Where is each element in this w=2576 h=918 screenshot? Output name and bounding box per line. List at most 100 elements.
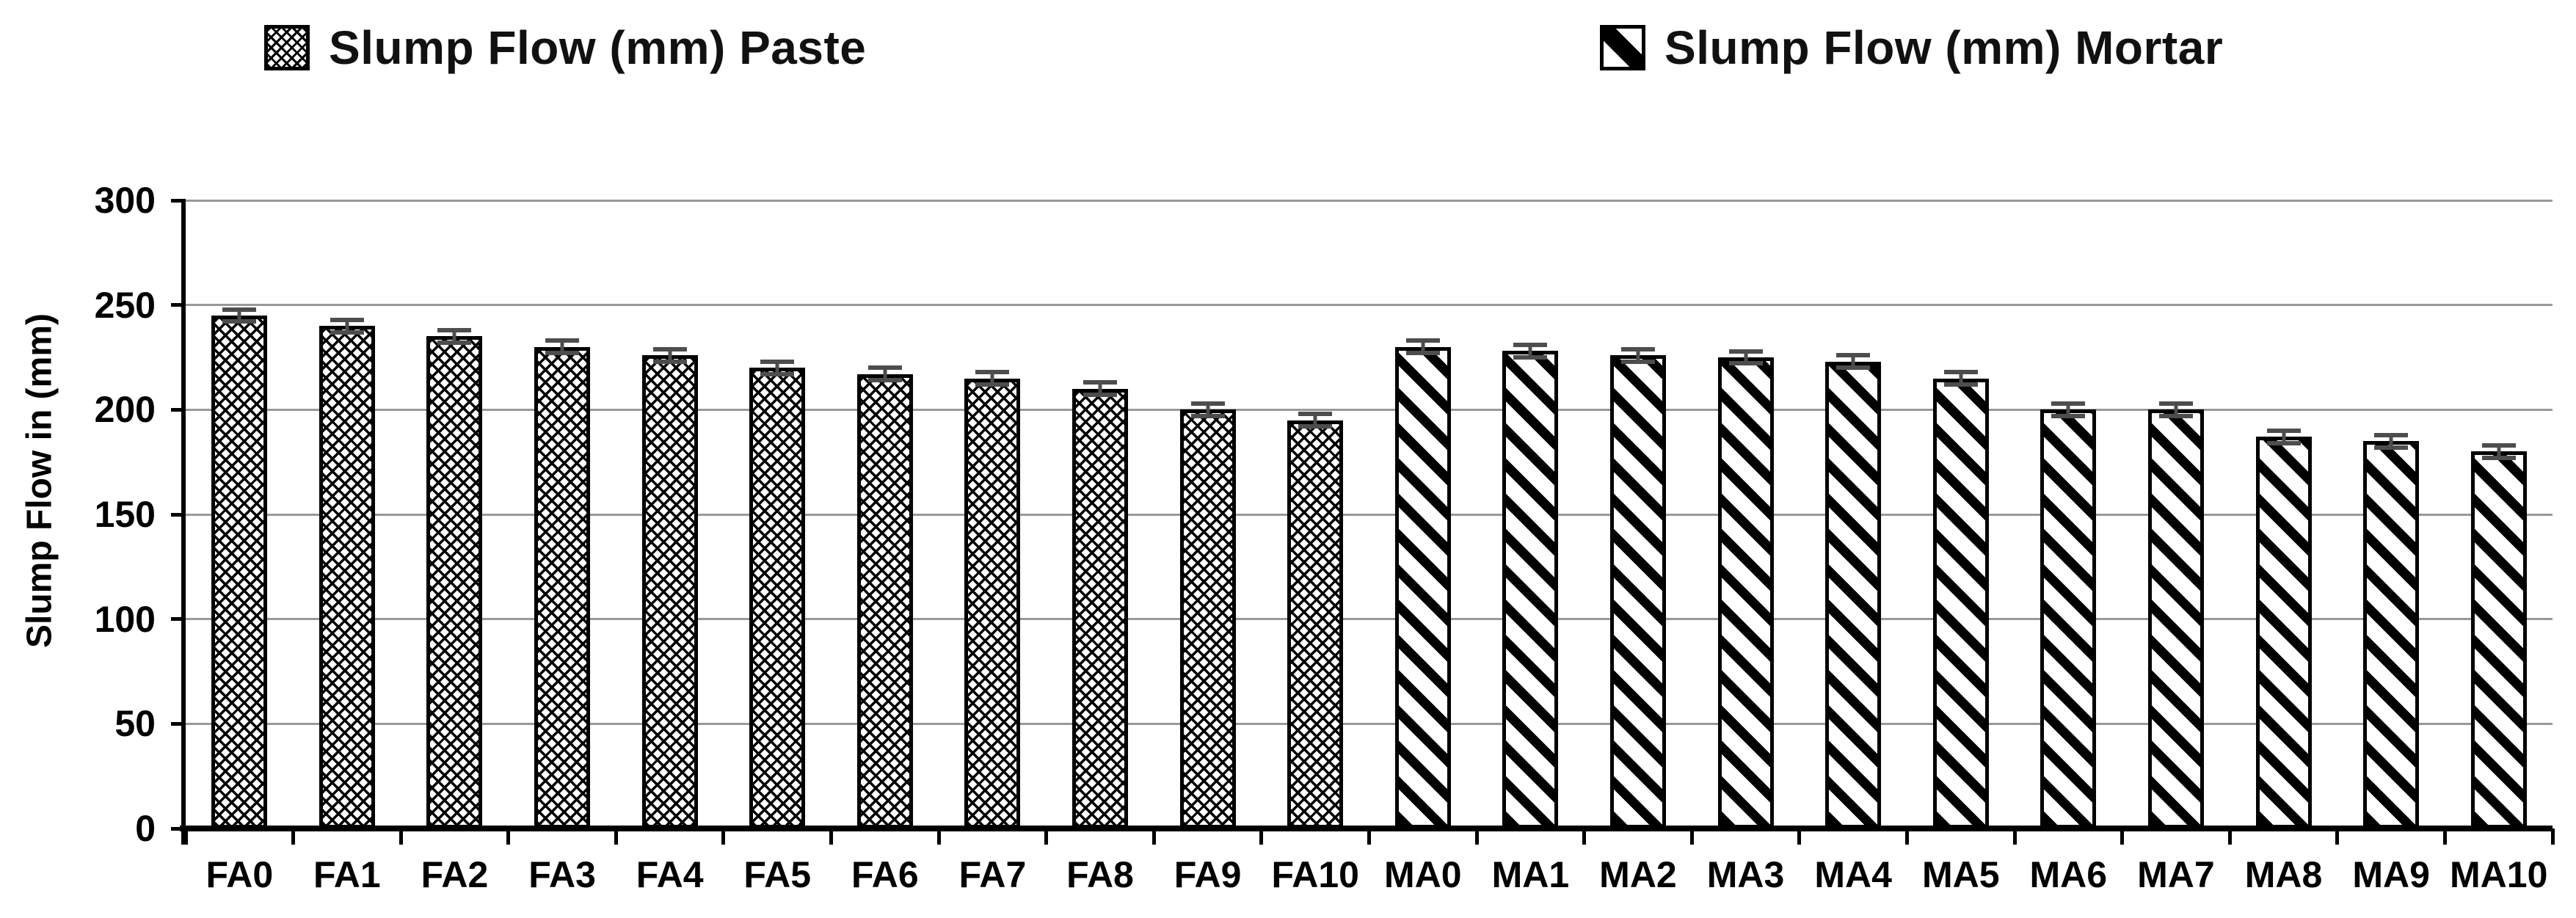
diagonal-stripe-swatch-icon bbox=[1600, 25, 1645, 70]
error-bar-bottom-cap bbox=[1298, 424, 1333, 429]
x-axis-line bbox=[180, 826, 2553, 831]
bar-FA10 bbox=[1287, 420, 1344, 828]
error-bar-MA7 bbox=[2158, 401, 2193, 418]
error-bar-MA5 bbox=[1943, 370, 1978, 387]
legend-label-paste: Slump Flow (mm) Paste bbox=[329, 21, 867, 74]
x-tick-label-FA10: FA10 bbox=[1271, 854, 1359, 895]
error-bar-MA2 bbox=[1620, 346, 1655, 364]
x-tick-label-MA8: MA8 bbox=[2244, 854, 2323, 895]
x-tick-label-MA10: MA10 bbox=[2450, 854, 2548, 895]
error-bar-bottom-cap bbox=[1083, 393, 1118, 398]
error-bar-FA7 bbox=[975, 370, 1010, 387]
error-bar-line bbox=[1098, 380, 1102, 398]
bar-FA7 bbox=[964, 378, 1021, 828]
error-bar-bottom-cap bbox=[1405, 351, 1440, 356]
bar-FA9 bbox=[1179, 409, 1236, 828]
gridline-100 bbox=[186, 618, 2553, 621]
plot-area bbox=[180, 199, 2553, 845]
crosshatch-swatch-icon bbox=[264, 25, 310, 70]
error-bar-bottom-cap bbox=[545, 351, 580, 356]
bar-MA2 bbox=[1609, 355, 1666, 828]
bar-MA3 bbox=[1717, 357, 1774, 828]
bar-MA1 bbox=[1502, 351, 1559, 828]
error-bar-line bbox=[1851, 353, 1855, 371]
x-tick-label-FA0: FA0 bbox=[205, 854, 274, 895]
x-tick-label-FA1: FA1 bbox=[313, 854, 381, 895]
bar-FA0 bbox=[211, 315, 268, 828]
bar-MA4 bbox=[1825, 361, 1882, 828]
error-bar-line bbox=[883, 365, 887, 383]
error-bar-MA8 bbox=[2266, 429, 2301, 445]
error-bar-bottom-cap bbox=[2374, 445, 2409, 450]
error-bar-bottom-cap bbox=[330, 329, 364, 335]
error-bar-FA6 bbox=[867, 365, 902, 383]
error-bar-FA9 bbox=[1190, 401, 1225, 418]
error-bar-line bbox=[2497, 443, 2501, 460]
error-bar-line bbox=[990, 370, 994, 387]
legend-item-paste: Slump Flow (mm) Paste bbox=[264, 21, 866, 75]
gridline-200 bbox=[186, 408, 2553, 411]
bar-MA8 bbox=[2255, 437, 2312, 828]
bar-FA8 bbox=[1072, 388, 1129, 828]
x-tick-label-FA3: FA3 bbox=[528, 854, 596, 895]
x-tick-label-FA4: FA4 bbox=[636, 854, 704, 895]
y-tick-label-50: 50 bbox=[114, 703, 156, 745]
x-tick-label-FA6: FA6 bbox=[851, 854, 919, 895]
error-bar-bottom-cap bbox=[975, 382, 1010, 387]
x-tick-label-MA3: MA3 bbox=[1706, 854, 1785, 895]
x-tick-label-MA6: MA6 bbox=[2029, 854, 2108, 895]
gridline-150 bbox=[186, 513, 2553, 516]
error-bar-bottom-cap bbox=[652, 359, 687, 364]
y-tick-label-0: 0 bbox=[135, 808, 156, 849]
error-bar-FA3 bbox=[545, 338, 580, 356]
error-bar-bottom-cap bbox=[1728, 361, 1763, 366]
error-bar-bottom-cap bbox=[1513, 354, 1548, 360]
error-bar-FA5 bbox=[760, 359, 795, 376]
x-tick-label-FA2: FA2 bbox=[421, 854, 489, 895]
error-bar-line bbox=[345, 317, 349, 335]
error-bar-MA10 bbox=[2481, 443, 2516, 460]
error-bar-FA0 bbox=[222, 307, 257, 324]
bar-MA9 bbox=[2363, 441, 2420, 828]
bar-MA7 bbox=[2147, 409, 2204, 828]
x-tick-label-MA9: MA9 bbox=[2352, 854, 2430, 895]
error-bar-FA1 bbox=[330, 317, 364, 335]
bar-FA1 bbox=[319, 326, 375, 828]
bar-FA5 bbox=[749, 368, 806, 828]
y-axis-line bbox=[181, 199, 186, 845]
y-axis-title: Slump Flow in (mm) bbox=[20, 313, 59, 648]
error-bar-line bbox=[1313, 412, 1317, 429]
error-bar-bottom-cap bbox=[867, 378, 902, 383]
bar-MA10 bbox=[2470, 451, 2527, 828]
error-bar-MA6 bbox=[2051, 401, 2086, 418]
error-bar-bottom-cap bbox=[2158, 413, 2193, 418]
x-tick-label-MA5: MA5 bbox=[1921, 854, 2000, 895]
error-bar-FA2 bbox=[437, 328, 472, 345]
bar-FA2 bbox=[426, 336, 483, 828]
x-tick-label-FA9: FA9 bbox=[1174, 854, 1242, 895]
error-bar-line bbox=[2066, 401, 2070, 418]
gridline-300 bbox=[186, 199, 2553, 202]
error-bar-bottom-cap bbox=[1190, 413, 1225, 418]
x-tick-label-MA4: MA4 bbox=[1814, 854, 1892, 895]
error-bar-bottom-cap bbox=[2051, 413, 2086, 418]
error-bar-bottom-cap bbox=[1836, 365, 1871, 371]
x-tick-label-FA7: FA7 bbox=[958, 854, 1027, 895]
error-bar-line bbox=[1744, 349, 1748, 366]
error-bar-line bbox=[2389, 432, 2393, 450]
error-bar-MA1 bbox=[1513, 343, 1548, 360]
error-bar-FA8 bbox=[1083, 380, 1118, 398]
error-bar-bottom-cap bbox=[760, 371, 795, 376]
error-bar-line bbox=[668, 346, 672, 364]
bar-FA3 bbox=[534, 346, 591, 828]
error-bar-bottom-cap bbox=[1943, 382, 1978, 387]
legend-label-mortar: Slump Flow (mm) Mortar bbox=[1664, 21, 2224, 74]
error-bar-bottom-cap bbox=[2481, 455, 2516, 460]
error-bar-line bbox=[452, 328, 456, 345]
x-tick-label-FA5: FA5 bbox=[743, 854, 812, 895]
error-bar-line bbox=[2282, 429, 2286, 445]
error-bar-MA3 bbox=[1728, 349, 1763, 366]
error-bar-bottom-cap bbox=[2266, 440, 2301, 445]
bar-MA6 bbox=[2040, 409, 2097, 828]
